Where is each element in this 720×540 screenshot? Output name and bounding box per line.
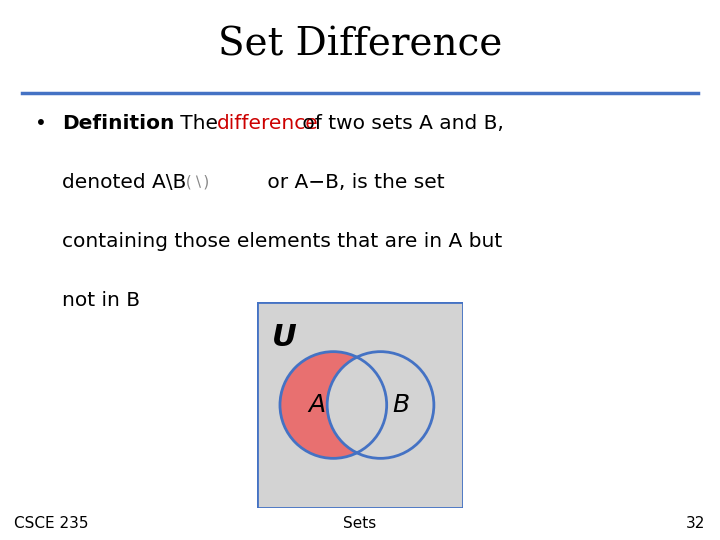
Text: Definition: Definition — [62, 113, 174, 133]
Circle shape — [280, 352, 387, 458]
Text: Set Difference: Set Difference — [218, 26, 502, 63]
Text: containing those elements that are in A but: containing those elements that are in A … — [62, 232, 503, 251]
Text: : The: : The — [167, 113, 225, 133]
Text: denoted A\B: denoted A\B — [62, 173, 193, 192]
Text: •: • — [35, 113, 47, 133]
Text: A: A — [308, 393, 325, 417]
Text: 32: 32 — [686, 516, 706, 531]
Text: ($\setminus$): ($\setminus$) — [183, 173, 210, 191]
Text: difference: difference — [217, 113, 318, 133]
Text: U: U — [271, 323, 297, 352]
Text: or A−B, is the set: or A−B, is the set — [261, 173, 444, 192]
Text: Sets: Sets — [343, 516, 377, 531]
Text: B: B — [392, 393, 410, 417]
Circle shape — [327, 352, 434, 458]
Text: CSCE 235: CSCE 235 — [14, 516, 89, 531]
Text: of two sets A and B,: of two sets A and B, — [297, 113, 504, 133]
Circle shape — [327, 352, 434, 458]
Text: not in B: not in B — [62, 291, 140, 309]
